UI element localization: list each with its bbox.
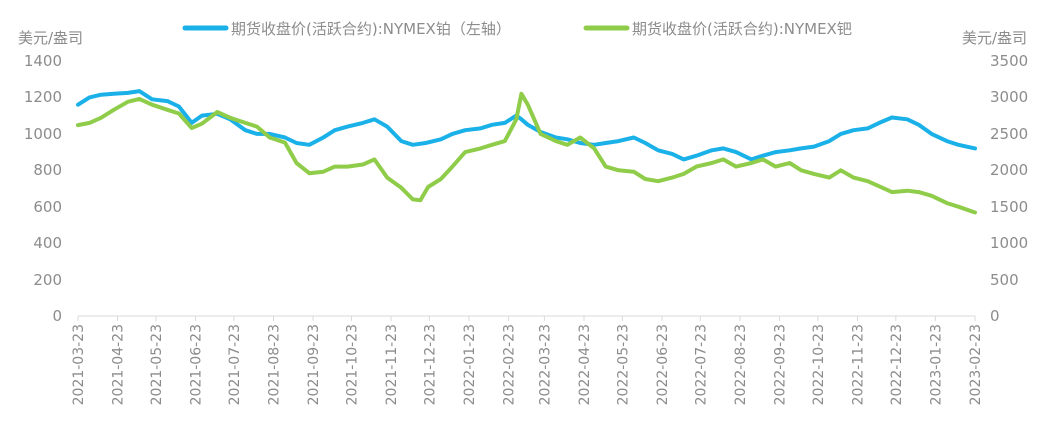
series-lines — [76, 89, 977, 215]
left-tick-label: 1400 — [24, 52, 62, 70]
left-tick-label: 1200 — [24, 88, 62, 106]
x-tick-label: 2021-09-23 — [306, 324, 322, 405]
right-axis-ticks: 3500 3000 2500 2000 1500 1000 500 0 — [990, 52, 1028, 325]
palladium-series-line — [76, 91, 977, 215]
x-tick-label: 2021-05-23 — [149, 324, 165, 405]
right-tick-label: 1000 — [990, 234, 1028, 252]
x-tick-label: 2021-07-23 — [227, 324, 243, 405]
x-tick-label: 2022-01-23 — [462, 324, 478, 405]
right-axis-unit: 美元/盎司 — [962, 29, 1027, 47]
x-tick-label: 2021-11-23 — [384, 324, 400, 405]
x-tick-label: 2022-05-23 — [615, 324, 631, 405]
x-tick-label: 2021-04-23 — [111, 324, 127, 405]
x-tick-label: 2021-03-23 — [71, 324, 87, 405]
x-tick-label: 2023-02-23 — [968, 324, 984, 405]
x-tick-label: 2022-09-23 — [773, 324, 789, 405]
x-tick-label: 2022-07-23 — [693, 324, 709, 405]
right-tick-label: 500 — [990, 271, 1019, 289]
left-tick-label: 800 — [33, 161, 62, 179]
right-tick-label: 1500 — [990, 198, 1028, 216]
left-tick-label: 200 — [33, 271, 62, 289]
x-tick-label: 2022-02-23 — [502, 324, 518, 405]
right-tick-label: 3500 — [990, 52, 1028, 70]
x-tick-label: 2022-10-23 — [811, 324, 827, 405]
right-tick-label: 2500 — [990, 125, 1028, 143]
x-tick-label: 2022-11-23 — [850, 324, 866, 405]
right-tick-label: 2000 — [990, 161, 1028, 179]
x-tick-label: 2021-12-23 — [422, 324, 438, 405]
legend: 期货收盘价(活跃合约):NYMEX铂（左轴） 期货收盘价(活跃合约):NYMEX… — [182, 20, 852, 38]
right-tick-label: 3000 — [990, 88, 1028, 106]
x-tick-label: 2021-08-23 — [267, 324, 283, 405]
legend-label-palladium: 期货收盘价(活跃合约):NYMEX钯 — [632, 20, 852, 38]
left-tick-label: 600 — [33, 198, 62, 216]
x-axis-ticks: 2021-03-23 2021-04-23 2021-05-23 2021-06-23… — [71, 316, 984, 405]
left-tick-label: 1000 — [24, 125, 62, 143]
x-tick-label: 2021-06-23 — [189, 324, 205, 405]
x-tick-label: 2022-12-23 — [889, 324, 905, 405]
x-tick-label: 2023-01-23 — [928, 324, 944, 405]
x-tick-label: 2022-04-23 — [577, 324, 593, 405]
left-tick-label: 0 — [52, 307, 62, 325]
x-tick-label: 2021-10-23 — [344, 324, 360, 405]
x-tick-label: 2022-03-23 — [537, 324, 553, 405]
x-tick-label: 2022-06-23 — [655, 324, 671, 405]
left-axis-ticks: 1400 1200 1000 800 600 400 200 0 — [24, 52, 62, 325]
right-tick-label: 0 — [990, 307, 1000, 325]
left-tick-label: 400 — [33, 234, 62, 252]
left-axis-unit: 美元/盎司 — [18, 29, 83, 47]
x-tick-label: 2022-08-23 — [733, 324, 749, 405]
legend-label-platinum: 期货收盘价(活跃合约):NYMEX铂（左轴） — [231, 20, 511, 38]
